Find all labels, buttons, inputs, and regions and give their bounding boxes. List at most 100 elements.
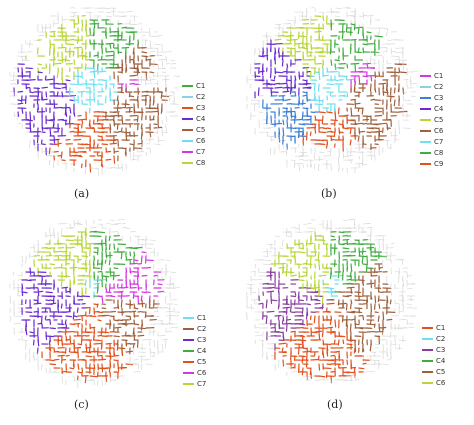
network-map: [9, 219, 180, 389]
road-segment-c6: [69, 83, 79, 86]
road-segment-c4: [21, 107, 24, 114]
road-segment-c6: [93, 95, 96, 103]
road-segment-c6: [305, 239, 308, 247]
road-segment-c6: [137, 283, 140, 291]
road-segment-c5: [136, 115, 139, 123]
road-segment-unassigned: [406, 299, 413, 301]
road-segment-c7: [65, 239, 74, 242]
legend-item: C8: [420, 147, 443, 158]
road-segment-c4: [41, 98, 48, 101]
legend-item: C8: [182, 157, 205, 168]
legend-label: C2: [434, 82, 444, 91]
road-segment-c4: [45, 119, 54, 122]
road-segment-c5: [121, 147, 126, 150]
road-segment-c5: [321, 63, 324, 69]
road-segment-c5: [310, 58, 316, 61]
road-segment-c3: [113, 150, 119, 153]
road-segment-unassigned: [61, 227, 63, 236]
road-segment-unassigned: [17, 55, 26, 57]
road-segment-c7: [334, 79, 339, 82]
road-segment-unassigned: [346, 155, 353, 157]
road-segment-c3: [310, 111, 315, 114]
road-segment-c6: [298, 275, 304, 278]
road-segment-c8: [52, 59, 55, 67]
road-segment-c4: [346, 278, 351, 281]
road-segment-unassigned: [382, 55, 384, 64]
road-segment-c5: [129, 58, 134, 61]
road-segment-unassigned: [105, 11, 111, 14]
road-segment-unassigned: [250, 67, 252, 74]
road-segment-unassigned: [117, 163, 119, 169]
road-segment-unassigned: [13, 323, 21, 325]
road-segment-unassigned: [145, 239, 147, 248]
legend-item: C4: [183, 345, 206, 356]
legend-swatch: [422, 370, 433, 373]
road-segment-c5: [321, 35, 324, 42]
road-segment-unassigned: [161, 59, 164, 67]
road-segment-unassigned: [137, 355, 146, 357]
road-segment-c7: [314, 99, 323, 102]
road-segment-c1: [353, 367, 356, 372]
road-segment-unassigned: [266, 243, 274, 245]
road-segment-unassigned: [390, 251, 392, 260]
road-segment-c1: [321, 331, 324, 338]
road-segment-c5: [152, 99, 155, 106]
road-segment-c5: [61, 370, 67, 373]
legend-label: C2: [436, 334, 446, 343]
road-segment-unassigned: [157, 139, 165, 142]
road-segment-c3: [286, 115, 289, 120]
road-segment-c5: [84, 375, 87, 384]
road-segment-c3: [73, 154, 82, 157]
road-segment-c5: [89, 315, 97, 318]
road-segment-c5: [373, 323, 376, 328]
road-segment-c3: [113, 155, 116, 164]
road-segment-unassigned: [342, 167, 344, 172]
legend-label: C3: [436, 345, 446, 354]
road-segment-c3: [48, 339, 51, 345]
road-segment-c4: [40, 139, 43, 144]
legend-label: C7: [434, 137, 444, 146]
legend-swatch: [420, 118, 431, 121]
legend-swatch: [422, 326, 433, 329]
legend-item: C4: [420, 103, 443, 114]
road-segment-c3: [286, 119, 289, 128]
road-segment-unassigned: [157, 71, 159, 78]
road-segment-unassigned: [161, 339, 168, 341]
road-segment-c5: [310, 43, 313, 51]
road-segment-unassigned: [145, 147, 150, 149]
road-segment-c6: [140, 295, 143, 301]
road-segment-c4: [41, 86, 48, 89]
road-segment-c7: [345, 75, 348, 81]
road-segment-c2: [129, 310, 137, 313]
road-segment-c5: [121, 351, 124, 357]
road-segment-c3: [306, 303, 312, 306]
road-segment-c5: [318, 50, 323, 53]
road-segment-c7: [69, 246, 75, 249]
road-segment-unassigned: [290, 159, 296, 161]
road-segment-unassigned: [258, 271, 268, 273]
road-segment-c4: [41, 123, 44, 131]
legend-item: C2: [183, 323, 206, 334]
road-segment-c5: [377, 295, 380, 303]
road-segment-c2: [144, 311, 147, 319]
road-segment-c5: [377, 315, 380, 323]
road-segment-c7: [129, 82, 135, 85]
road-segment-c8: [362, 31, 365, 39]
road-segment-c3: [36, 347, 39, 354]
road-segment-unassigned: [169, 326, 179, 329]
road-segment-c3: [44, 307, 47, 313]
road-segment-c3: [301, 307, 304, 315]
legend-label: C1: [434, 71, 444, 80]
road-segment-unassigned: [121, 223, 126, 225]
road-segment-c4: [378, 255, 387, 258]
road-segment-unassigned: [366, 155, 371, 157]
road-segment-c7: [68, 255, 71, 260]
road-segment-c5: [113, 351, 116, 357]
road-segment-unassigned: [149, 27, 151, 33]
road-segment-c3: [33, 315, 42, 318]
road-segment-unassigned: [266, 335, 271, 338]
legend-swatch: [420, 96, 431, 99]
road-segment-c9: [314, 115, 317, 121]
road-segment-c6: [105, 291, 112, 294]
road-segment-c5: [53, 347, 56, 353]
